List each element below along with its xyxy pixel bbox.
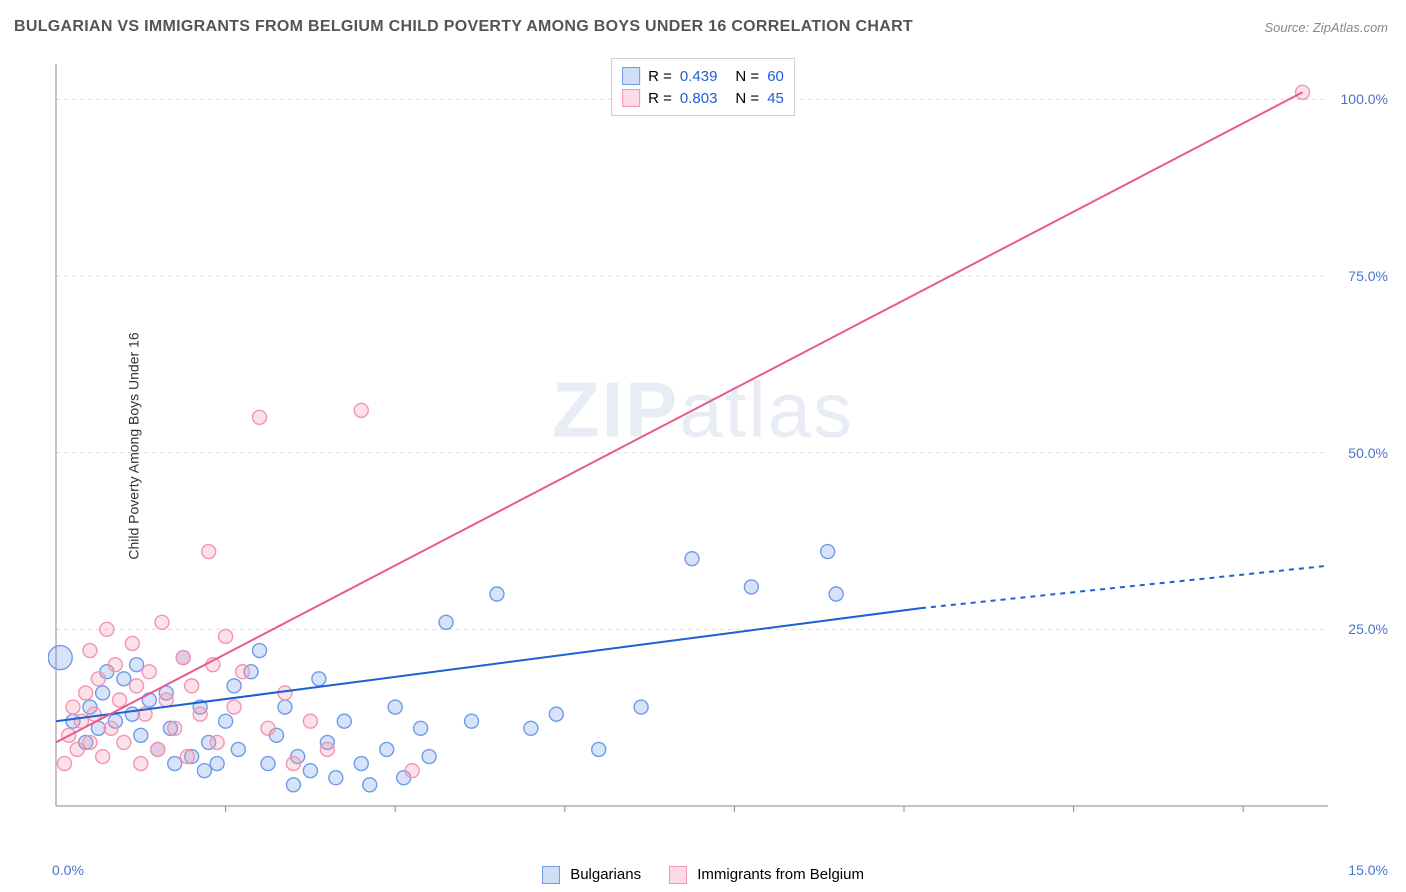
r-label: R = [648, 68, 672, 85]
plot-area [48, 58, 1388, 846]
y-tick: 25.0% [1348, 621, 1388, 637]
swatch-belgium [669, 866, 687, 884]
series-legend: Bulgarians Immigrants from Belgium [542, 866, 864, 884]
correlation-chart: BULGARIAN VS IMMIGRANTS FROM BELGIUM CHI… [0, 0, 1406, 892]
y-tick: 100.0% [1341, 91, 1388, 107]
n-label: N = [735, 68, 759, 85]
x-tick-origin: 0.0% [52, 862, 84, 878]
source-attribution: Source: ZipAtlas.com [1264, 20, 1388, 35]
legend-label: Immigrants from Belgium [697, 866, 864, 883]
legend-item-belgium: Immigrants from Belgium [669, 866, 864, 884]
legend-item-bulgarians: Bulgarians [542, 866, 641, 884]
legend-row-belgium: R = 0.803 N = 45 [622, 87, 784, 109]
swatch-bulgarians [542, 866, 560, 884]
n-label: N = [735, 90, 759, 107]
swatch-belgium [622, 89, 640, 107]
y-tick: 50.0% [1348, 445, 1388, 461]
r-value-bulgarians: 0.439 [680, 68, 718, 85]
legend-row-bulgarians: R = 0.439 N = 60 [622, 65, 784, 87]
y-tick: 75.0% [1348, 268, 1388, 284]
r-value-belgium: 0.803 [680, 90, 718, 107]
legend-label: Bulgarians [570, 866, 641, 883]
x-tick-end: 15.0% [1348, 862, 1388, 878]
r-label: R = [648, 90, 672, 107]
swatch-bulgarians [622, 67, 640, 85]
correlation-legend: R = 0.439 N = 60 R = 0.803 N = 45 [611, 58, 795, 116]
chart-title: BULGARIAN VS IMMIGRANTS FROM BELGIUM CHI… [14, 18, 913, 36]
n-value-belgium: 45 [767, 90, 784, 107]
n-value-bulgarians: 60 [767, 68, 784, 85]
